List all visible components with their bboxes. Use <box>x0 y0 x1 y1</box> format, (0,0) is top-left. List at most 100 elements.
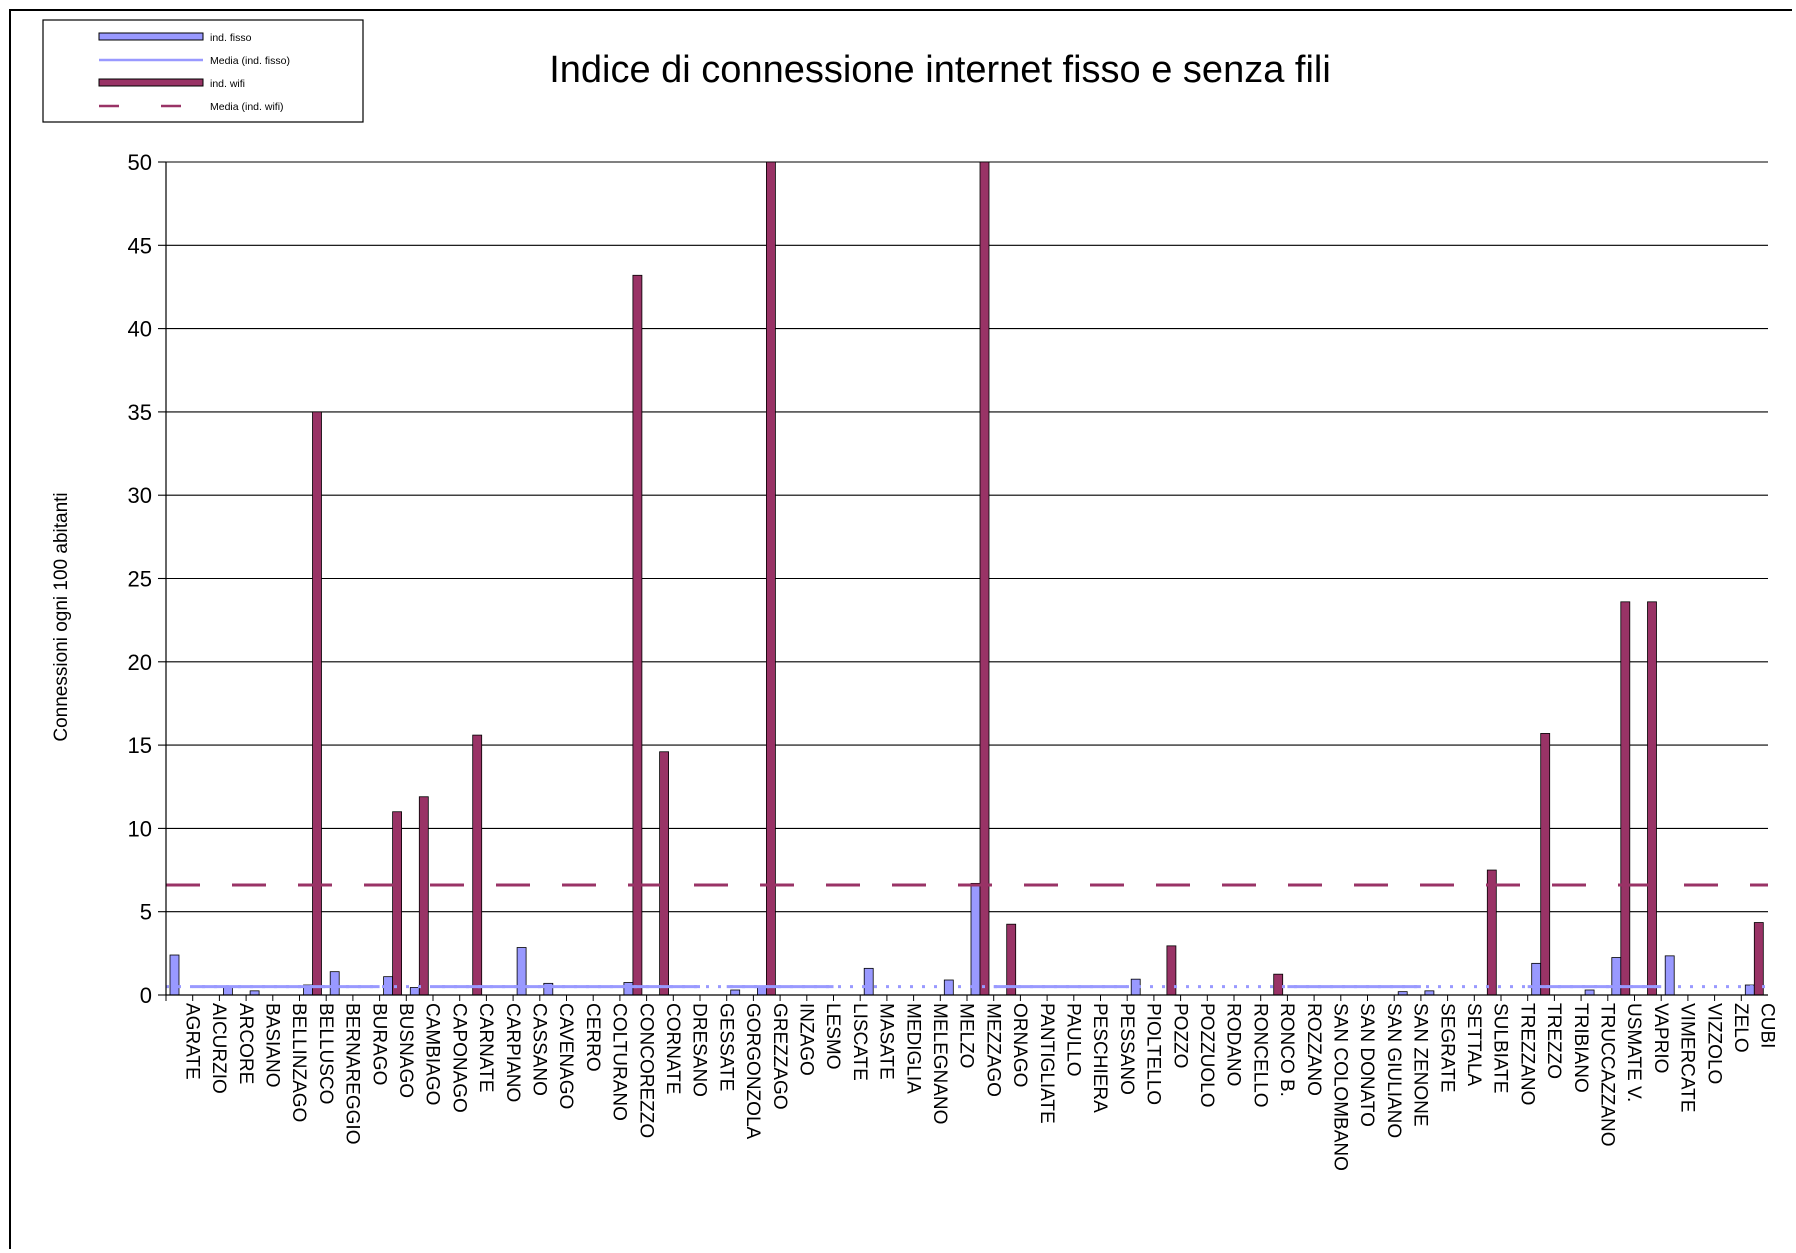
x-category-label: GREZZAGO <box>769 1003 790 1110</box>
x-category-label: USMATE V. <box>1623 1003 1644 1102</box>
x-category-label: CARPIANO <box>502 1003 523 1102</box>
bar-fisso <box>970 882 981 996</box>
x-category-label: PESSANO <box>1116 1003 1137 1095</box>
legend-label-wifi: ind. wifi <box>210 78 245 90</box>
x-category-label: CAVENAGO <box>555 1003 576 1109</box>
x-category-label: CERRO <box>582 1003 603 1072</box>
bar-fisso <box>1584 989 1595 996</box>
x-category-labels: AGRATE AICURZIO ARCORE BASIANO BELLINZAGO BEL… <box>181 1003 1777 1171</box>
x-category-label: SAN GIULIANO <box>1383 1003 1404 1138</box>
x-category-label: CUBI <box>1757 1003 1778 1048</box>
x-category-label: ARCORE <box>235 1003 256 1084</box>
x-category-label: MEDIGLIA <box>902 1003 923 1094</box>
bar-fisso <box>863 967 874 996</box>
x-category-label: CONCOREZZO <box>635 1003 656 1138</box>
x-category-label: POZZUOLO <box>1196 1003 1217 1108</box>
x-category-label: PIOLTELLO <box>1143 1003 1164 1105</box>
bar-wifi <box>1273 973 1284 996</box>
bar-wifi <box>1486 869 1497 996</box>
legend-label-media-fisso: Media (ind. fisso) <box>210 55 290 67</box>
y-tick-label: 0 <box>140 983 152 1008</box>
x-category-label: AICURZIO <box>208 1003 229 1094</box>
x-category-label: BELLUSCO <box>315 1003 336 1104</box>
x-category-label: TRIBIANO <box>1570 1003 1591 1093</box>
legend-label-fisso: ind. fisso <box>210 32 252 44</box>
x-category-label: TREZZANO <box>1516 1003 1537 1105</box>
x-category-label: BUSNAGO <box>395 1003 416 1098</box>
x-category-label: VAPRIO <box>1650 1003 1671 1073</box>
mean-lines <box>166 883 1768 989</box>
bar-fisso <box>249 990 260 996</box>
x-category-label: PAULLO <box>1062 1003 1083 1077</box>
x-category-label: POZZO <box>1169 1003 1190 1068</box>
bar-wifi <box>392 811 403 996</box>
x-category-label: CAPONAGO <box>448 1003 469 1113</box>
y-axis-label: Connessioni ogni 100 abitanti <box>51 492 72 741</box>
y-tick-label: 45 <box>128 233 152 258</box>
bar-fisso <box>623 982 634 996</box>
x-category-label: RODANO <box>1223 1003 1244 1086</box>
axes <box>165 162 1768 1001</box>
y-tick-label: 35 <box>128 400 152 425</box>
bar-fisso <box>730 989 741 996</box>
x-category-label: PANTIGLIATE <box>1036 1003 1057 1124</box>
x-category-label: INZAGO <box>795 1003 816 1076</box>
x-category-label: CASSANO <box>528 1003 549 1096</box>
y-tick-label: 40 <box>128 317 152 342</box>
legend-label-media-wifi: Media (ind. wifi) <box>210 101 284 113</box>
bar-fisso <box>1611 957 1622 996</box>
x-category-label: VIMERCATE <box>1677 1003 1698 1112</box>
y-tick-label: 10 <box>128 816 152 841</box>
x-category-label: GORGONZOLA <box>742 1003 763 1140</box>
y-tick-label: 5 <box>140 900 152 925</box>
bar-fisso <box>329 971 340 996</box>
x-category-label: VIZZOLO <box>1703 1003 1724 1084</box>
bar-wifi <box>1753 922 1764 996</box>
bar-wifi <box>1647 601 1657 996</box>
x-category-label: AGRATE <box>181 1003 202 1080</box>
x-category-label: TRUCCAZZANO <box>1596 1003 1617 1147</box>
x-category-label: BERNAREGGIO <box>342 1003 363 1144</box>
x-category-label: SAN DONATO <box>1356 1003 1377 1127</box>
x-category-label: SEGRATE <box>1436 1003 1457 1092</box>
bar-fisso <box>1531 962 1542 996</box>
bar-wifi <box>1006 923 1017 996</box>
bar-wifi <box>312 411 322 996</box>
x-category-label: BURAGO <box>368 1003 389 1085</box>
legend-swatch-wifi <box>98 78 204 87</box>
x-category-label: CAMBIAGO <box>422 1003 443 1105</box>
gridlines <box>158 161 1768 996</box>
y-tick-label: 25 <box>128 567 152 592</box>
x-category-label: CARNATE <box>475 1003 496 1092</box>
x-category-label: LISCATE <box>849 1003 870 1081</box>
x-category-label: ZELO <box>1730 1003 1751 1053</box>
bar-wifi <box>659 751 669 996</box>
x-category-label: SAN COLOMBANO <box>1329 1003 1350 1171</box>
bar-wifi <box>766 161 776 996</box>
x-category-label: GESSATE <box>715 1003 736 1091</box>
x-category-label: RONCO B. <box>1276 1003 1297 1097</box>
x-category-label: BASIANO <box>261 1003 282 1087</box>
x-category-label: ORNAGO <box>1009 1003 1030 1087</box>
bar-fisso <box>169 954 180 996</box>
x-category-label: COLTURANO <box>609 1003 630 1121</box>
bar-fisso <box>1664 955 1675 996</box>
bar-wifi <box>418 796 429 996</box>
y-tick-labels: 0 5 10 15 20 25 30 35 40 45 50 <box>128 150 152 1008</box>
x-category-label: DRESANO <box>689 1003 710 1097</box>
bar-wifi <box>632 274 643 996</box>
chart-frame <box>9 9 1792 1249</box>
bar-fisso <box>1424 990 1435 996</box>
x-category-label: SAN ZENONE <box>1410 1003 1431 1127</box>
x-category-label: PESCHIERA <box>1089 1003 1110 1113</box>
chart-title: Indice di connessione internet fisso e s… <box>549 49 1331 91</box>
x-category-label: MEZZAGO <box>982 1003 1003 1097</box>
x-category-label: LESMO <box>822 1003 843 1070</box>
x-category-label: BELLINZAGO <box>288 1003 309 1122</box>
bars <box>169 161 1764 996</box>
legend: ind. fisso Media (ind. fisso) ind. wifi … <box>42 19 364 123</box>
x-category-label: RONCELLO <box>1249 1003 1270 1108</box>
legend-swatch-fisso <box>98 32 204 41</box>
x-category-label: SULBIATE <box>1490 1003 1511 1093</box>
